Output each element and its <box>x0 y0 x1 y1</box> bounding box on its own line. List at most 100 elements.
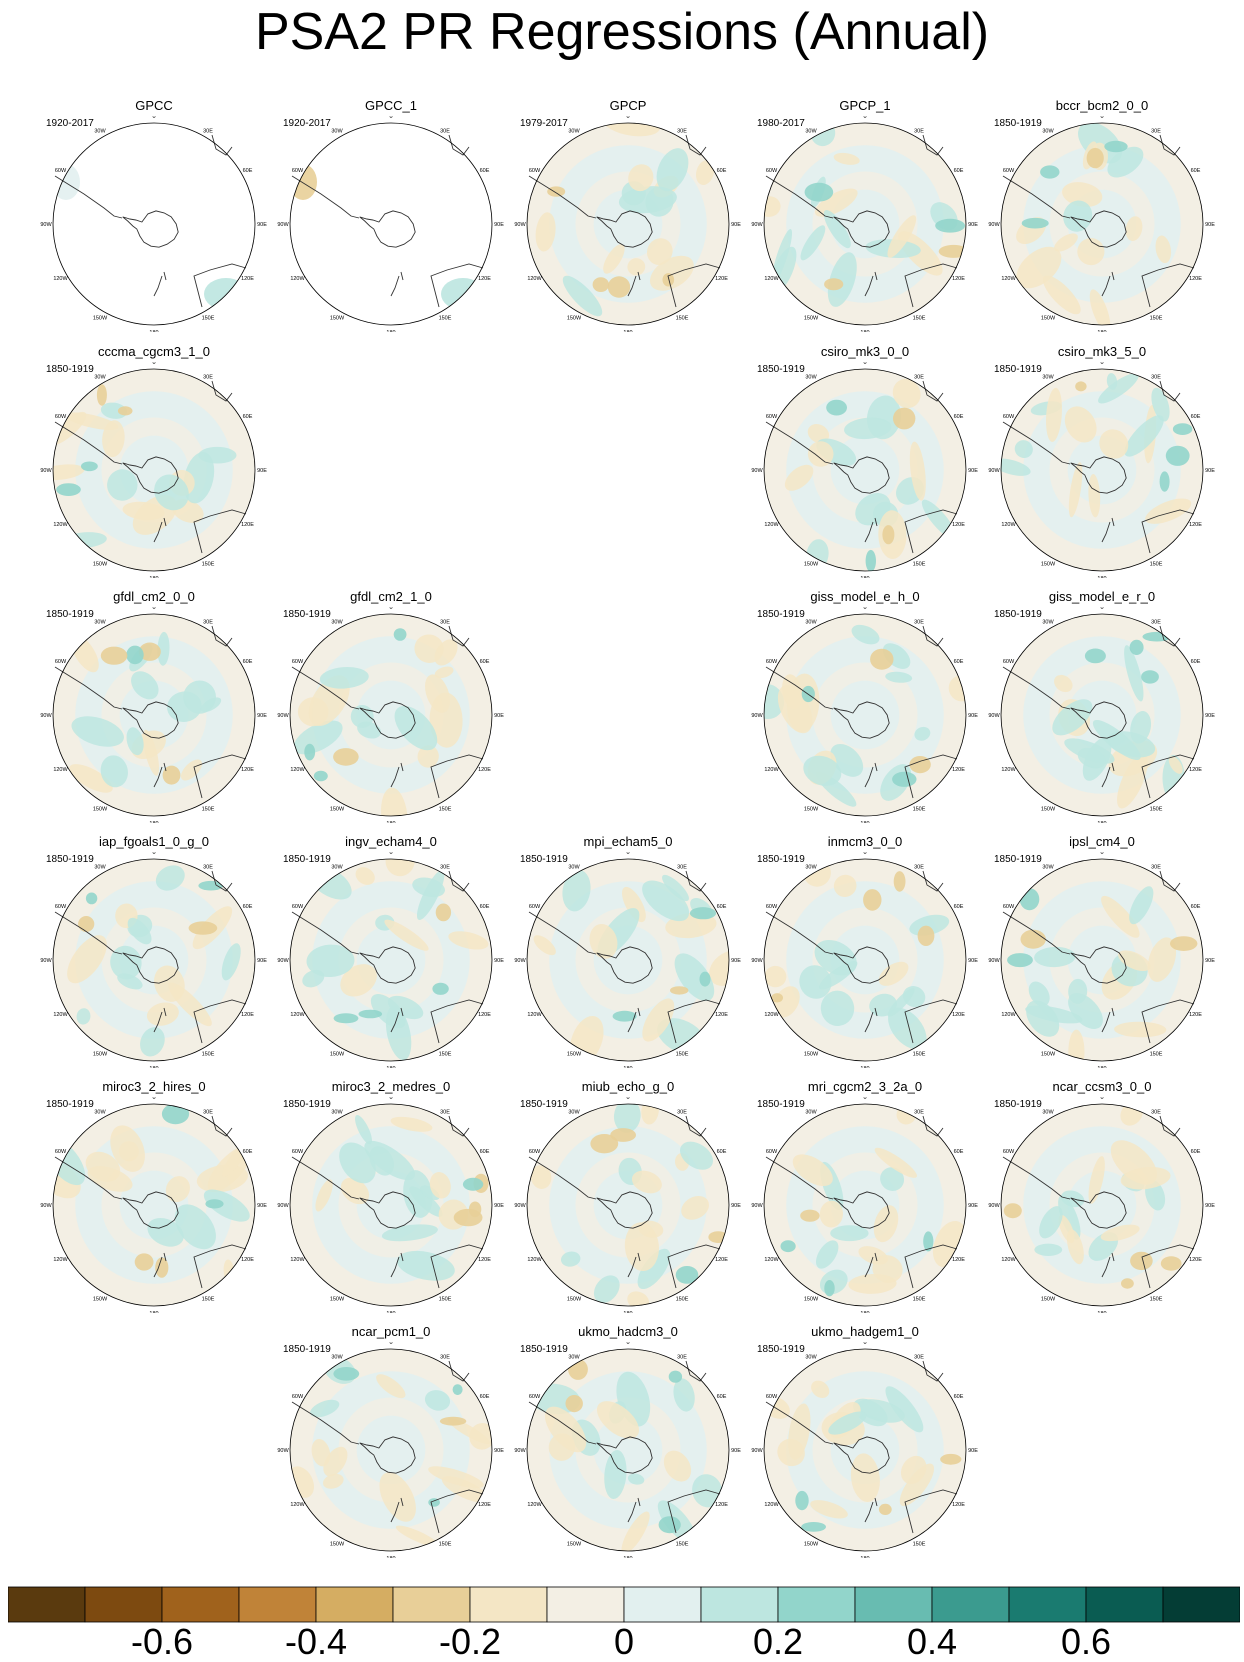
longitude-label: 120W <box>290 1012 305 1018</box>
longitude-label: 0 <box>1100 852 1103 856</box>
africa-coastline <box>448 1115 470 1137</box>
longitude-label: 150W <box>804 807 819 813</box>
longitude-label: 60E <box>243 1149 253 1155</box>
antarctica-coastline <box>596 946 653 984</box>
longitude-label: 60W <box>292 1149 304 1155</box>
map-panel: GPCC_1 1920-2017 0 30E 60E 90E 120E 150E 180 150W… <box>273 98 509 332</box>
longitude-label: 30W <box>1042 375 1054 381</box>
longitude-label: 150W <box>567 316 582 322</box>
panel-title: miroc3_2_hires_0 <box>102 1079 206 1094</box>
longitude-label: 120E <box>952 522 965 528</box>
africa-coastline <box>211 870 233 892</box>
antarctica-coastline <box>122 946 179 984</box>
longitude-label: 30W <box>331 129 343 135</box>
longitude-label: 150E <box>1150 1297 1163 1303</box>
longitude-label: 60E <box>243 168 253 174</box>
longitude-label: 60E <box>243 659 253 665</box>
colorbar-tick-label: -0.2 <box>438 1621 502 1662</box>
africa-coastline <box>1159 870 1181 892</box>
longitude-label: 120W <box>764 1012 779 1018</box>
longitude-label: 30E <box>203 129 213 135</box>
polar-map: 0 30E 60E 90E 120E 150E 180 150W 120W 90W 60W 30W <box>277 116 504 332</box>
australia-coastline <box>193 509 247 554</box>
africa-coastline <box>211 625 233 647</box>
longitude-label: 30E <box>203 375 213 381</box>
panel-title: cccma_cgcm3_1_0 <box>98 344 210 359</box>
new-zealand-coastline <box>627 1497 641 1523</box>
panel-period: 1850-1919 <box>46 1099 94 1110</box>
map-panel: miroc3_2_medres_0 1850-1919 0 30E 60E 90E 120E… <box>273 1079 509 1313</box>
antarctica-coastline <box>1070 1191 1127 1229</box>
longitude-label: 120W <box>290 767 305 773</box>
longitude-label: 60W <box>55 659 67 665</box>
longitude-label: 150E <box>202 1052 215 1058</box>
antarctica-coastline <box>359 1436 416 1474</box>
africa-coastline <box>685 1115 707 1137</box>
longitude-label: 60E <box>954 168 964 174</box>
longitude-label: 30E <box>1151 129 1161 135</box>
map-panel: giss_model_e_h_0 1850-1919 0 30E 60E 90E 120E 1… <box>747 589 983 823</box>
longitude-label: 0 <box>626 1342 629 1346</box>
longitude-label: 60E <box>954 1149 964 1155</box>
longitude-label: 120E <box>952 1502 965 1508</box>
longitude-label: 90E <box>494 958 504 964</box>
longitude-label: 150E <box>1150 562 1163 568</box>
polar-map: 0 30E 60E 90E 120E 150E 180 150W 120W 90W 60W 30W <box>514 1342 741 1558</box>
longitude-label: 150E <box>913 1052 926 1058</box>
polar-map: 0 30E 60E 90E 120E 150E 180 150W 120W 90W 60W 30W <box>751 116 978 332</box>
polar-map: 0 30E 60E 90E 120E 150E 180 150W 120W 90W 60W 30W <box>988 116 1215 332</box>
australia-coastline <box>430 1244 484 1289</box>
colorbar-labels: -0.6 -0.4 -0.2 0 0.2 0.4 0.6 <box>8 1624 1240 1660</box>
longitude-label: 90E <box>968 1203 978 1209</box>
map-boundary <box>1000 613 1204 817</box>
longitude-label: 30W <box>94 129 106 135</box>
longitude-label: 180 <box>623 1066 632 1068</box>
longitude-label: 0 <box>863 607 866 611</box>
africa-coastline <box>211 1115 233 1137</box>
longitude-label: 60W <box>55 414 67 420</box>
colorbar-bin <box>8 1586 86 1623</box>
panel-title: mpi_echam5_0 <box>583 834 673 849</box>
polar-map: 0 30E 60E 90E 120E 150E 180 150W 120W 90W 60W 30W <box>40 1097 267 1313</box>
longitude-label: 30E <box>440 865 450 871</box>
longitude-label: 120E <box>1189 276 1202 282</box>
map-boundary <box>52 613 256 817</box>
longitude-label: 180 <box>149 821 158 823</box>
longitude-label: 180 <box>860 576 869 578</box>
new-zealand-coastline <box>390 1252 404 1278</box>
longitude-label: 150W <box>93 562 108 568</box>
map-panel: ncar_pcm1_0 1850-1919 0 30E 60E 90E 120E 150E 18… <box>273 1324 509 1558</box>
new-zealand-coastline <box>864 1252 878 1278</box>
south-america-coastline <box>765 1156 834 1200</box>
longitude-label: 120W <box>53 1257 68 1263</box>
map-panel: ingv_echam4_0 1850-1919 0 30E 60E 90E 120E 150E… <box>273 834 509 1068</box>
longitude-label: 90W <box>988 222 1000 228</box>
longitude-label: 120W <box>764 276 779 282</box>
longitude-label: 90E <box>257 468 267 474</box>
colorbar-bin <box>161 1586 240 1623</box>
africa-coastline <box>922 1360 944 1382</box>
new-zealand-coastline <box>390 762 404 788</box>
colorbar-tick-label: 0.4 <box>906 1621 958 1662</box>
longitude-label: 0 <box>152 362 155 366</box>
longitude-label: 60E <box>480 659 490 665</box>
longitude-label: 30E <box>203 620 213 626</box>
colorbar-bin <box>1085 1586 1164 1623</box>
longitude-label: 0 <box>863 1097 866 1101</box>
map-boundary <box>52 122 256 326</box>
longitude-label: 150E <box>202 562 215 568</box>
longitude-label: 60E <box>717 1149 727 1155</box>
australia-coastline <box>904 1244 958 1289</box>
longitude-label: 60E <box>1191 168 1201 174</box>
longitude-label: 180 <box>860 1066 869 1068</box>
longitude-label: 30W <box>1042 620 1054 626</box>
colorbar-bin <box>315 1586 394 1623</box>
longitude-label: 120E <box>952 1012 965 1018</box>
map-boundary <box>289 1103 493 1307</box>
longitude-label: 60E <box>954 1394 964 1400</box>
longitude-label: 0 <box>626 1097 629 1101</box>
longitude-label: 180 <box>149 576 158 578</box>
longitude-label: 120E <box>1189 1257 1202 1263</box>
longitude-label: 60E <box>1191 414 1201 420</box>
longitude-label: 120E <box>241 1257 254 1263</box>
